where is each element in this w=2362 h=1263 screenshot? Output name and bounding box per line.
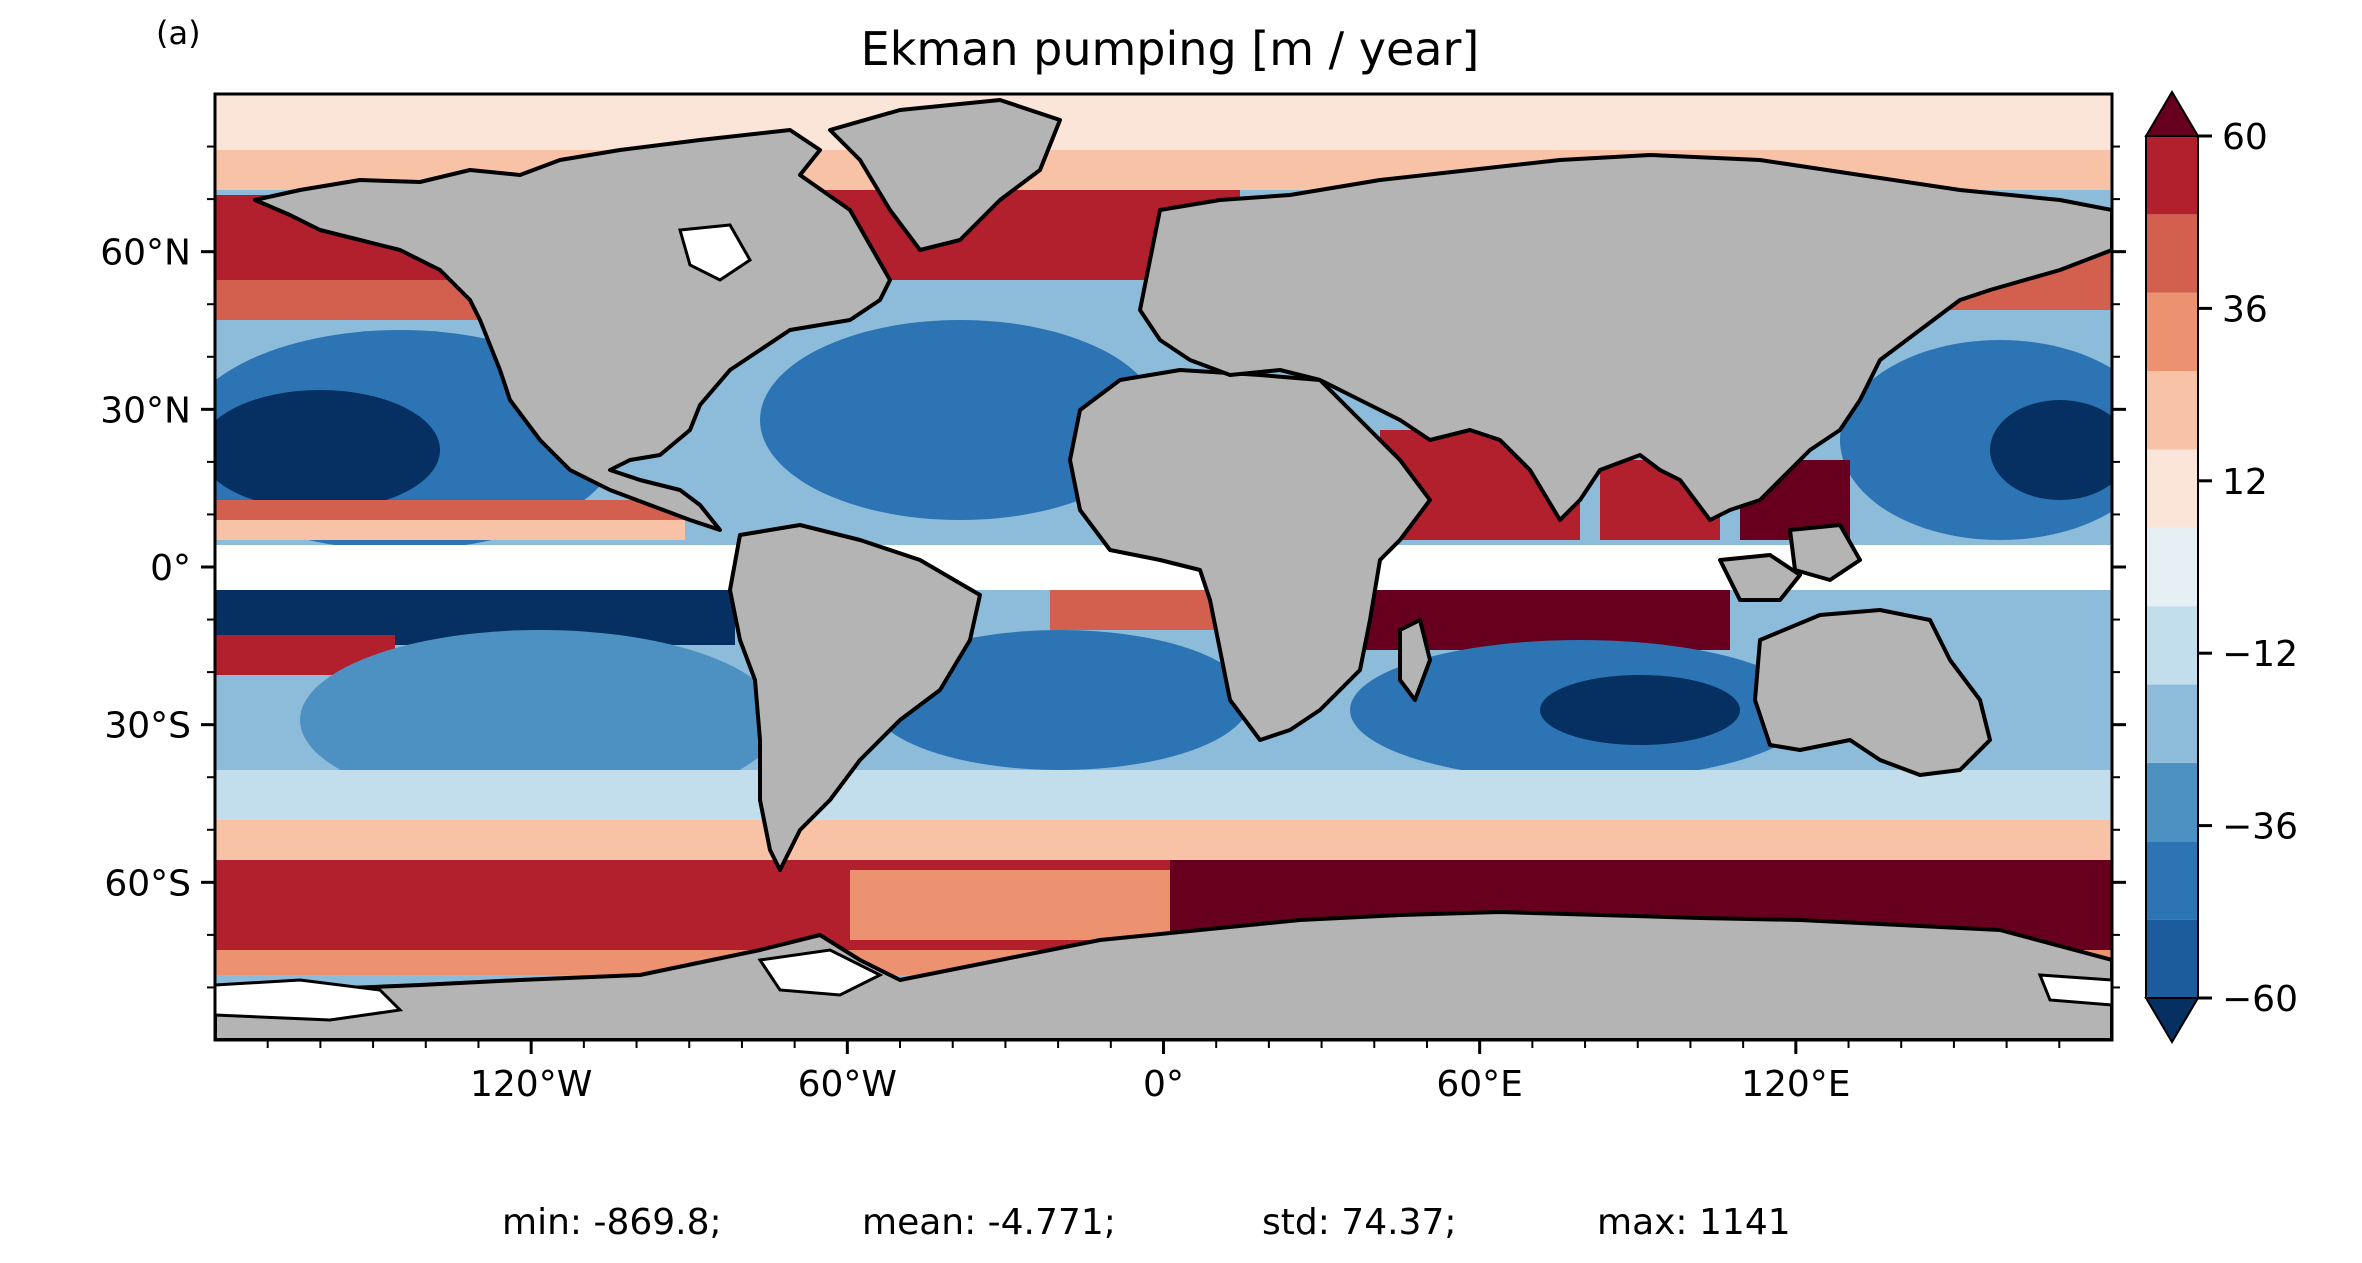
- s-light-band: [215, 770, 2112, 820]
- colorbar-bins: [2144, 90, 2200, 1044]
- sa-red-band: [1050, 590, 1230, 630]
- stat-min: min: -869.8;: [502, 1202, 722, 1243]
- colorbar-bin: [2146, 527, 2198, 607]
- stat-max: max: 1141: [1597, 1202, 1791, 1243]
- colorbar-tick-label: −60: [2222, 979, 2298, 1020]
- np-gyre-dark: [215, 390, 440, 510]
- colorbar-bin: [2146, 841, 2198, 920]
- colorbar-under-triangle: [2144, 997, 2200, 1044]
- colorbar-bin: [2146, 449, 2198, 528]
- australia: [1753, 608, 1992, 777]
- colorbar-bin: [2146, 214, 2198, 293]
- colorbar-ticks: 60 36 12 −12 −36 −60: [2198, 117, 2298, 1020]
- southeast-asia-islands: [1718, 553, 1802, 602]
- colorbar-tick-label: −12: [2222, 634, 2298, 675]
- eurasia: [1138, 153, 2112, 522]
- lat-tick-label: 60°N: [100, 233, 191, 274]
- colorbar-bin: [2146, 919, 2198, 998]
- lon-tick-label: 120°E: [1741, 1064, 1850, 1105]
- borneo: [1788, 523, 1862, 582]
- lat-tick-label: 30°N: [100, 390, 191, 431]
- wnp-gyre-dark: [1990, 400, 2112, 500]
- panel-label: (a): [156, 14, 201, 52]
- si-gyre-dark: [1540, 675, 1740, 745]
- so-orange-patch: [850, 870, 1170, 940]
- lon-tick-label: 60°W: [798, 1064, 897, 1105]
- colorbar-tick-label: 12: [2222, 462, 2268, 503]
- antarctica: [215, 910, 2112, 1040]
- south-america: [728, 523, 982, 872]
- stat-std: std: 74.37;: [1262, 1202, 1457, 1243]
- colorbar-tick-label: 60: [2222, 117, 2268, 158]
- axis-ticks: 60°N 30°N 0° 30°S 60°S 120°W 60°W 0° 60°E 120°E: [100, 145, 2126, 1105]
- sp-gyre: [300, 630, 780, 810]
- lat-tick-label: 30°S: [104, 706, 191, 747]
- lon-tick-label: 60°E: [1436, 1064, 1523, 1105]
- colorbar-bin: [2146, 762, 2198, 842]
- ice-shelves: [215, 223, 2112, 1022]
- sa-gyre: [870, 630, 1250, 770]
- ronne-ice-shelf: [757, 948, 884, 997]
- colorbar-bin: [2146, 371, 2198, 450]
- lon-tick-label: 120°W: [470, 1064, 592, 1105]
- arctic-island-ice: [678, 223, 752, 282]
- colorbar-bin: [2146, 684, 2198, 763]
- na-gyre-blue: [760, 320, 1160, 520]
- map-title: Ekman pumping [m / year]: [860, 22, 1480, 76]
- colorbar-bin: [2146, 292, 2198, 372]
- greenland: [828, 98, 1062, 252]
- ross-ice-shelf: [215, 978, 404, 1022]
- stat-mean: mean: -4.771;: [862, 1202, 1116, 1243]
- colorbar-bin: [2146, 606, 2198, 685]
- land: [215, 98, 2112, 1040]
- so-pink-band: [215, 820, 2112, 860]
- madagascar: [1398, 618, 1432, 702]
- east-ice-shelf: [2037, 973, 2112, 1007]
- colorbar-frame: [2145, 135, 2199, 999]
- lat-tick-label: 0°: [150, 548, 191, 589]
- lon-tick-label: 0°: [1143, 1064, 1184, 1105]
- lat-tick-label: 60°S: [104, 863, 191, 904]
- np-itcz-pink: [215, 520, 685, 540]
- colorbar-over-triangle: [2144, 90, 2200, 137]
- colorbar-bin: [2146, 136, 2198, 215]
- colorbar-tick-label: −36: [2222, 807, 2298, 848]
- colorbar-tick-label: 36: [2222, 289, 2268, 330]
- map-field: [215, 94, 2112, 1040]
